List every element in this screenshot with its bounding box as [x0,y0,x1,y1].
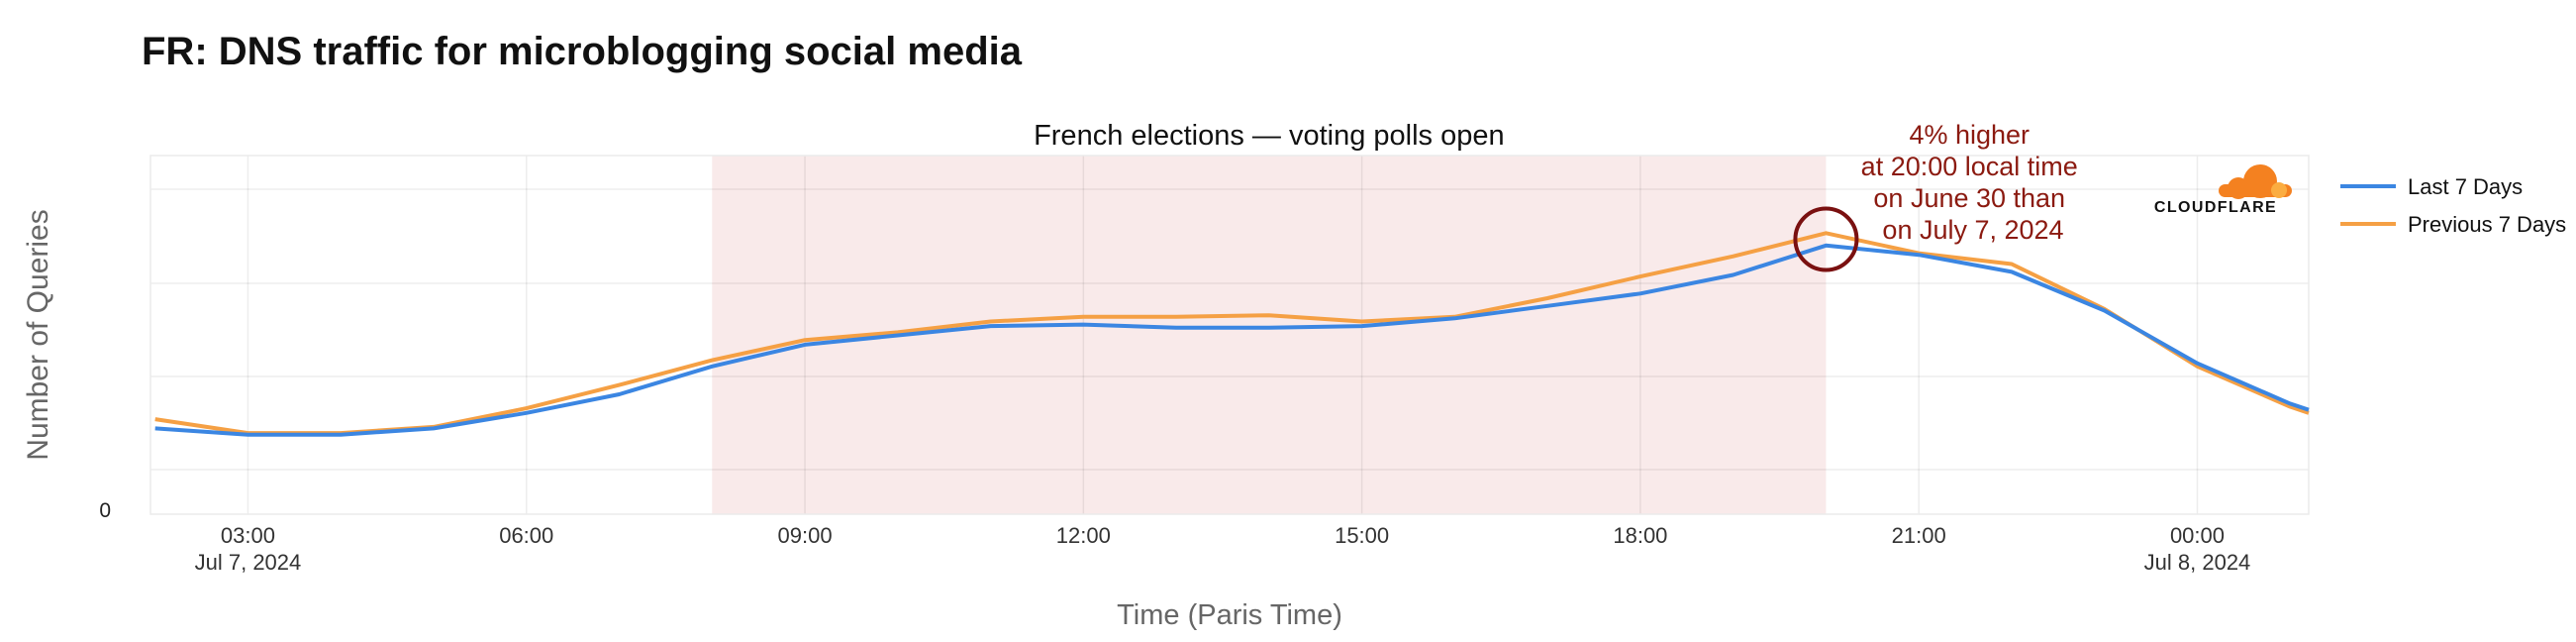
x-tick-label: 15:00 [1335,523,1389,548]
x-tick-label: 12:00 [1056,523,1111,548]
logo-text: CLOUDFLARE [2154,199,2277,216]
annotation-text: 4% higher at 20:00 local time on June 30… [1861,120,2086,245]
x-tick-sublabel: Jul 8, 2024 [2144,550,2251,575]
chart-title: FR: DNS traffic for microblogging social… [142,30,1022,73]
annotation-line: on June 30 than [1873,183,2065,213]
x-tick-label: 03:00 [221,523,275,548]
annotation-line: on July 7, 2024 [1882,215,2063,245]
annotation-line: at 20:00 local time [1861,152,2078,181]
shaded-region-label: French elections — voting polls open [1034,120,1505,152]
cloudflare-logo: CLOUDFLARE [2154,164,2292,216]
annotation-line: 4% higher [1909,120,2030,150]
x-tick-label: 00:00 [2170,523,2225,548]
x-tick-label: 06:00 [499,523,553,548]
series-lines [154,231,2310,437]
legend-label: Last 7 Days [2408,174,2523,199]
y-axis-label: Number of Queries [22,209,54,460]
legend-label: Previous 7 Days [2408,212,2566,237]
x-tick-label: 09:00 [778,523,833,548]
annotation-circle [1793,206,1859,272]
series-line-previous-7-days [154,231,2310,436]
x-tick-label: 21:00 [1892,523,1946,548]
cloud-icon [2219,164,2292,199]
y-tick-label: 0 [99,499,111,522]
x-tick-label: 18:00 [1613,523,1667,548]
x-tick-sublabel: Jul 7, 2024 [195,550,302,575]
legend: Last 7 Days Previous 7 Days [2340,174,2566,237]
x-axis-label: Time (Paris Time) [1117,599,1342,631]
grid-lines [150,156,2309,514]
plot-area-border [149,155,2310,515]
series-line-last-7-days [154,243,2310,437]
